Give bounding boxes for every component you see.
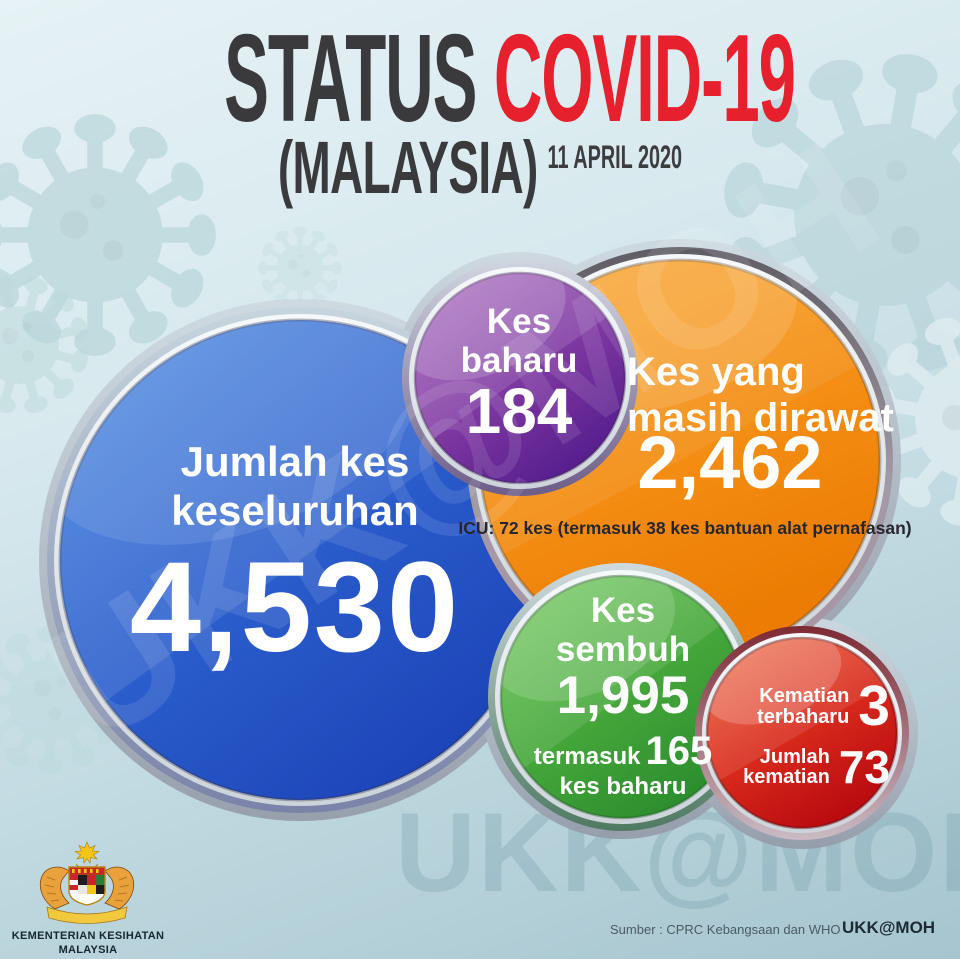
- subtitle: (MALAYSIA) 11 APRIL 2020: [0, 126, 960, 210]
- publisher-credit: UKK@MOH: [842, 918, 936, 937]
- ministry-name: KEMENTERIAN KESIHATAN MALAYSIA: [11, 930, 165, 957]
- malaysia-coat-of-arms-icon: [39, 841, 135, 924]
- report-date: 11 APRIL 2020: [547, 139, 683, 176]
- recovered-label: Kes sembuh: [555, 591, 691, 669]
- active-cases-label: Kes yang masih dirawat: [627, 350, 894, 440]
- icu-note: ICU: 72 kes (termasuk 38 kes bantuan ala…: [458, 518, 912, 538]
- new-cases-label: Kes baharu: [460, 302, 578, 381]
- recovered-note: termasuk 165 kes baharu: [533, 729, 713, 800]
- bubble-deaths-circle: [695, 626, 909, 840]
- title-covid19: COVID-19: [493, 8, 796, 148]
- total-cases-label: Jumlah kes keseluruhan: [171, 438, 419, 534]
- recovered-value: 1,995: [556, 666, 690, 725]
- deaths-total-value: 73: [838, 741, 890, 793]
- total-cases-value: 4,530: [129, 536, 461, 679]
- active-cases-value: 2,462: [637, 421, 823, 504]
- deaths-new-row: Kematian terbaharu 3: [712, 678, 890, 735]
- deaths-total-label: Jumlah kematian: [743, 745, 830, 788]
- bubble-new-circle: [402, 260, 638, 496]
- deaths-new-value: 3: [858, 674, 890, 738]
- header: STATUS COVID-19 (MALAYSIA) 11 APRIL 2020: [0, 16, 960, 210]
- new-cases-value: 184: [465, 375, 573, 447]
- page-title: STATUS COVID-19: [0, 16, 960, 141]
- deaths-total-row: Jumlah kematian 73: [712, 744, 890, 790]
- deaths-new-label: Kematian terbaharu: [757, 685, 850, 728]
- source-attribution: Sumber : CPRC Kebangsaan dan WHO: [610, 922, 841, 937]
- bubble-recovered-circle: [488, 563, 756, 831]
- subtitle-country: (MALAYSIA): [277, 126, 538, 210]
- title-status: STATUS: [224, 8, 477, 148]
